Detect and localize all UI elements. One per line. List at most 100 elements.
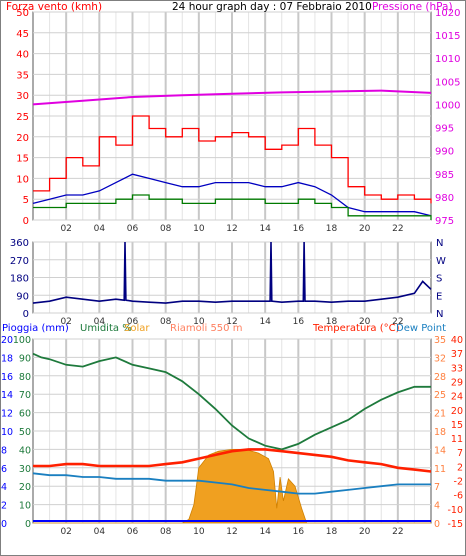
- wind-tick-label: 0: [23, 216, 29, 227]
- temp2-tick-label: 15: [451, 420, 463, 431]
- solar-axis-title: Solar: [124, 323, 150, 334]
- humidity-tick-label: 10: [19, 501, 31, 512]
- x-tick-label: 04: [94, 224, 106, 234]
- direction-tick-label: 180: [10, 274, 29, 285]
- humidity-tick-label: 40: [19, 445, 31, 456]
- x-tick-label: 18: [326, 317, 338, 327]
- humidity-tick-label: 60: [19, 409, 31, 420]
- rain-tick-label: 20: [1, 335, 13, 346]
- x-tick-label: 12: [226, 224, 237, 234]
- temp2-tick-label: -15: [447, 519, 463, 530]
- rain-tick-label: 16: [1, 372, 13, 383]
- x-tick-label: 18: [326, 527, 338, 537]
- x-tick-label: 10: [193, 224, 205, 234]
- temperature-humidity-panel: 02 04 06 08 10 12 14 16 18 20 220 0 02 10 44 20 76 30 118 4…: [1, 323, 463, 537]
- x-tick-label: 06: [127, 527, 139, 537]
- temp-tick-label: 14: [434, 445, 446, 456]
- x-tick-label: 06: [127, 317, 139, 327]
- temp2-tick-label: -6: [454, 491, 463, 502]
- temp2-tick-label: 2: [457, 462, 463, 473]
- dewpoint-axis-title: Dew Point: [396, 323, 446, 334]
- temp2-tick-label: 11: [451, 434, 463, 445]
- compass-tick-label: E: [436, 291, 442, 302]
- cloud-axis-title: Riamoli 550 m: [170, 323, 242, 334]
- temp-tick-label: 35: [434, 335, 446, 346]
- rain-tick-label: 2: [1, 501, 7, 512]
- x-tick-label: 12: [226, 527, 237, 537]
- humidity-tick-label: 0: [25, 519, 31, 530]
- humidity-tick-label: 50: [19, 427, 31, 438]
- x-tick-label: 04: [94, 317, 106, 327]
- wind-tick-label: 50: [16, 8, 29, 19]
- wind_mean-series-line: [32, 173, 432, 217]
- pressure-tick-label: 980: [435, 193, 454, 204]
- temp-tick-label: 7: [434, 482, 440, 493]
- temperature-axis-title: Temperatura (°C): [312, 323, 400, 334]
- temp-tick-label: 11: [434, 464, 446, 475]
- x-tick-label: 20: [359, 317, 371, 327]
- temp-tick-label: 0: [434, 519, 440, 530]
- pressure-tick-label: 990: [435, 147, 454, 158]
- x-tick-label: 20: [359, 527, 371, 537]
- x-tick-label: 14: [259, 224, 271, 234]
- pressure-tick-label: 975: [435, 216, 454, 227]
- rain-tick-label: 8: [1, 445, 7, 456]
- temp2-tick-label: 40: [451, 335, 463, 346]
- rain-tick-label: 6: [1, 464, 7, 475]
- x-tick-label: 14: [259, 527, 271, 537]
- wind-tick-label: 35: [16, 70, 29, 81]
- x-tick-label: 02: [60, 224, 71, 234]
- temp-tick-label: 25: [434, 390, 446, 401]
- temp2-tick-label: -10: [447, 505, 463, 516]
- pressure-tick-label: 1000: [435, 100, 460, 111]
- temp-tick-label: 28: [434, 372, 446, 383]
- temp-tick-label: 4: [434, 501, 440, 512]
- wind-tick-label: 25: [16, 112, 29, 123]
- compass-tick-label: N: [436, 309, 443, 320]
- temp2-tick-label: 7: [457, 448, 463, 459]
- rain-tick-label: 14: [1, 390, 13, 401]
- wind-tick-label: 20: [16, 133, 29, 144]
- pressure-tick-label: 985: [435, 170, 454, 181]
- temp2-tick-label: 20: [451, 406, 463, 417]
- humidity-tick-label: 80: [19, 372, 31, 383]
- x-tick-label: 22: [392, 224, 403, 234]
- temp-tick-label: 32: [434, 353, 446, 364]
- x-tick-label: 02: [60, 527, 71, 537]
- rain-tick-label: 18: [1, 353, 13, 364]
- rain-tick-label: 4: [1, 482, 7, 493]
- temp2-tick-label: -2: [454, 477, 463, 488]
- x-tick-label: 08: [160, 224, 172, 234]
- temp2-tick-label: 37: [451, 349, 463, 360]
- gust-series-line: [33, 115, 432, 204]
- humidity-tick-label: 90: [19, 353, 31, 364]
- x-tick-label: 10: [193, 317, 205, 327]
- wind-tick-label: 5: [23, 195, 29, 206]
- x-tick-label: 22: [392, 317, 403, 327]
- pressure-tick-label: 1010: [435, 54, 460, 65]
- compass-tick-label: S: [436, 274, 442, 285]
- humidity-tick-label: 30: [19, 464, 31, 475]
- direction-tick-label: 360: [10, 238, 29, 249]
- chart-title: 24 hour graph day : 07 Febbraio 2010: [172, 1, 372, 13]
- temp-tick-label: 18: [434, 427, 446, 438]
- x-tick-label: 20: [359, 224, 371, 234]
- x-tick-label: 22: [392, 527, 403, 537]
- direction-tick-label: 270: [10, 256, 29, 267]
- x-tick-label: 14: [259, 317, 271, 327]
- x-tick-label: 02: [60, 317, 71, 327]
- x-tick-label: 08: [160, 527, 172, 537]
- solar-series-area: [33, 449, 431, 524]
- x-tick-label: 16: [293, 527, 305, 537]
- temp2-tick-label: 24: [451, 392, 463, 403]
- wind-tick-label: 15: [16, 154, 29, 165]
- wind-tick-label: 45: [16, 29, 29, 40]
- pressure-tick-label: 1015: [435, 31, 460, 42]
- rain-tick-label: 10: [1, 427, 13, 438]
- humidity-axis-title: Umidita %: [80, 323, 132, 334]
- wind-tick-label: 30: [16, 91, 29, 102]
- pressure-tick-label: 995: [435, 124, 454, 135]
- rain-tick-label: 0: [1, 519, 7, 530]
- wind-direction-panel: 02 04 06 08 10 12 14 16 18 20 22 0 N 90 E 180 S 270 W 360 N: [10, 238, 446, 327]
- pressure-tick-label: 1020: [435, 8, 460, 19]
